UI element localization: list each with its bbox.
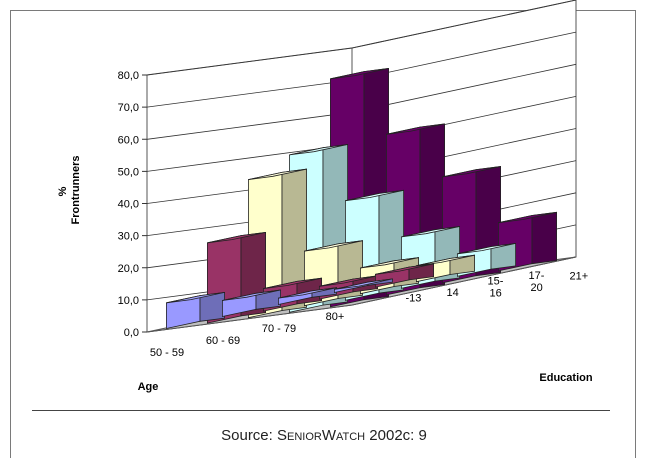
bar xyxy=(165,291,226,329)
y-tick-label: 10,0 xyxy=(118,295,139,307)
bar xyxy=(333,278,394,293)
gridline xyxy=(146,0,577,76)
y-tick-label: 40,0 xyxy=(118,199,139,211)
y-tick-label: 60,0 xyxy=(118,134,139,146)
y-axis-ticks: 0,0 10,0 20,0 30,0 40,0 50,0 60,0 70,0 80,0 xyxy=(118,70,147,339)
bar-top xyxy=(375,263,434,275)
bar-side xyxy=(531,211,557,265)
bars xyxy=(165,67,557,329)
education-axis-ticks: -13 14 15-16 17-20 21+ xyxy=(406,270,589,304)
age-tick-label: 50 - 59 xyxy=(150,347,184,359)
bar xyxy=(374,263,435,288)
bar xyxy=(277,287,338,305)
chart-frame xyxy=(10,10,636,458)
age-tick-label: 80+ xyxy=(326,311,345,323)
bar-top xyxy=(401,226,460,238)
z-axis-label: Education xyxy=(539,372,592,384)
bar-top xyxy=(334,278,393,290)
bar-top xyxy=(442,166,501,178)
bar-top xyxy=(360,257,419,269)
bar-top xyxy=(263,277,322,289)
age-axis-ticks: 50 - 59 60 - 69 70 - 79 80+ xyxy=(150,311,344,359)
y-tick-label: 70,0 xyxy=(118,102,139,114)
y-tick-label: 80,0 xyxy=(118,70,139,82)
bar-top xyxy=(289,144,348,156)
bar-top xyxy=(416,254,475,267)
bar-top xyxy=(457,243,516,255)
age-tick-label: 60 - 69 xyxy=(206,335,240,347)
bar-top xyxy=(345,189,404,202)
bar-top xyxy=(386,123,445,135)
source-name: SeniorWatch xyxy=(277,427,366,444)
bar xyxy=(456,242,516,277)
bar-top xyxy=(166,292,225,304)
y-tick-label: 20,0 xyxy=(118,263,139,275)
source-suffix: 2002c: 9 xyxy=(365,427,427,444)
y-tick-label: 30,0 xyxy=(118,231,139,243)
education-tick-label: 15-16 xyxy=(488,276,504,300)
bar-top xyxy=(330,68,389,80)
source-divider xyxy=(32,410,610,411)
y-axis-label: % Frontrunners xyxy=(57,155,82,224)
y-tick-label: 0,0 xyxy=(124,327,139,339)
bar-top xyxy=(248,168,307,180)
y-tick-label: 50,0 xyxy=(118,166,139,178)
source-prefix: Source: xyxy=(221,427,277,444)
age-tick-label: 70 - 79 xyxy=(262,323,296,335)
source-caption: Source: SeniorWatch 2002c: 9 xyxy=(0,427,648,444)
x-axis-label: Age xyxy=(138,381,159,393)
education-tick-label: -13 xyxy=(406,292,422,304)
education-tick-label: 21+ xyxy=(570,271,589,283)
bar xyxy=(221,289,282,317)
bar-top xyxy=(304,240,363,252)
education-tick-label: 17-20 xyxy=(529,270,545,294)
bar-top xyxy=(498,211,557,224)
bar-top xyxy=(207,232,266,244)
bar-top xyxy=(222,289,281,301)
education-tick-label: 14 xyxy=(447,287,459,299)
bar-top xyxy=(278,287,337,299)
